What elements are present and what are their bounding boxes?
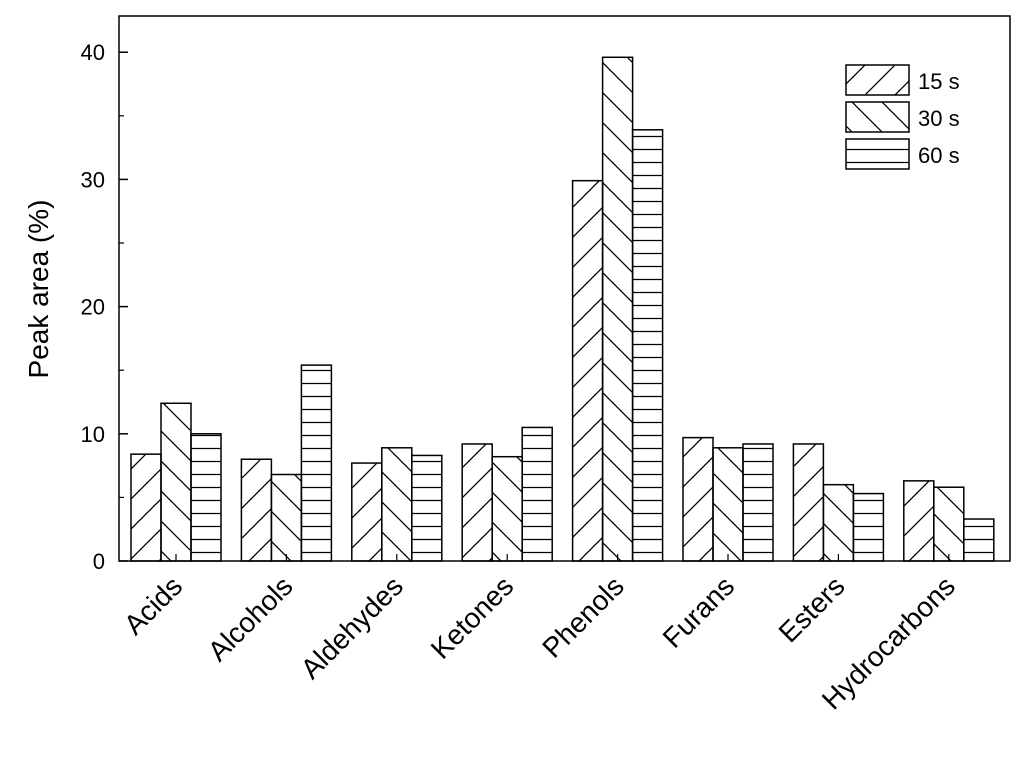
bar-aldehydes-30s — [381, 447, 413, 562]
plot-frame — [118, 15, 1011, 562]
bar-acids-30s — [160, 402, 192, 562]
bar-acids-60s — [190, 433, 222, 562]
bar-furans-30s — [712, 447, 744, 562]
y-axis: 0 10 20 30 40 — [81, 40, 128, 574]
x-tick-label: Alcohols — [202, 570, 299, 667]
x-tick-label: Acids — [118, 570, 188, 640]
y-tick-label: 30 — [81, 167, 105, 192]
bar-alcohols-60s — [300, 364, 333, 562]
x-tick-label: Ketones — [425, 570, 520, 665]
bar-aldehydes-15s — [351, 462, 383, 562]
legend-swatch — [845, 101, 910, 133]
legend: 15 s 30 s 60 s — [845, 64, 960, 170]
y-tick-label: 10 — [81, 422, 105, 447]
bar-alcohols-30s — [270, 473, 303, 562]
bar-furans-15s — [682, 436, 714, 562]
bar-ketones-30s — [491, 455, 523, 562]
bar-phenols-15s — [571, 179, 604, 562]
bar-acids-15s — [130, 453, 162, 562]
bar-ketones-15s — [461, 443, 493, 562]
bar-esters-15s — [792, 443, 825, 562]
x-tick-label: Esters — [773, 570, 851, 648]
legend-label: 15 s — [918, 69, 960, 94]
legend-swatch — [845, 64, 910, 96]
bar-phenols-60s — [631, 129, 664, 562]
bar-aldehydes-60s — [411, 454, 443, 562]
bar-esters-60s — [852, 492, 885, 562]
bar-alcohols-15s — [240, 458, 273, 562]
legend-label: 60 s — [918, 143, 960, 168]
legend-label: 30 s — [918, 106, 960, 131]
bar-hydrocarbons-60s — [963, 518, 995, 562]
y-tick-label: 40 — [81, 40, 105, 65]
x-tick-label: Phenols — [536, 570, 629, 663]
bar-furans-60s — [742, 443, 774, 562]
bars-group — [130, 56, 995, 562]
bar-ketones-60s — [521, 426, 553, 562]
bar-esters-30s — [822, 483, 855, 562]
x-tick-label: Aldehydes — [295, 570, 409, 684]
bar-hydrocarbons-30s — [933, 486, 965, 562]
y-axis-label: Peak area (%) — [23, 200, 54, 379]
bar-hydrocarbons-15s — [903, 480, 935, 562]
y-tick-label: 0 — [93, 549, 105, 574]
y-tick-label: 20 — [81, 295, 105, 320]
bar-phenols-30s — [601, 56, 634, 562]
legend-swatch — [845, 138, 910, 170]
x-tick-label: Furans — [657, 570, 741, 654]
